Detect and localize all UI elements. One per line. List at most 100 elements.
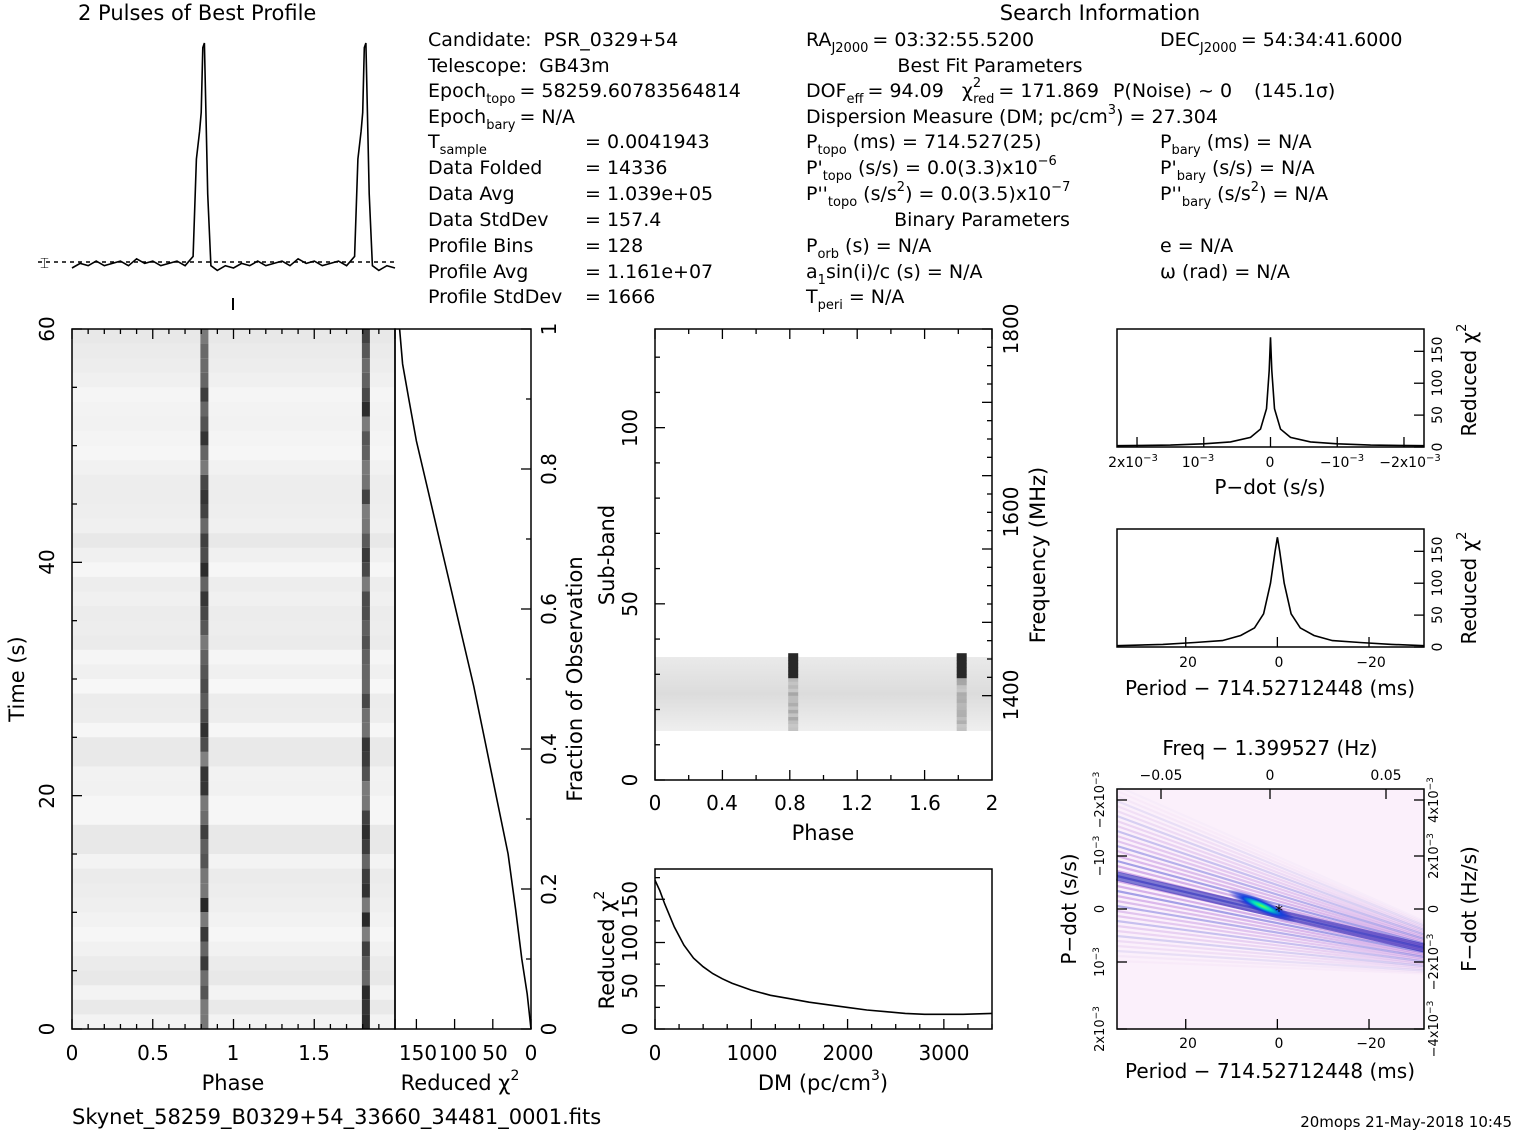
ppd-xlabel: Period − 714.52712448 (ms): [1125, 1059, 1415, 1083]
ppd-band: [1116, 949, 1425, 972]
svg-text:Data Avg: Data Avg: [428, 183, 515, 205]
sb-xtick-08: 0.8: [774, 791, 806, 815]
pd-ytick-100: 100: [1430, 370, 1446, 397]
svg-text:= 157.4: = 157.4: [585, 209, 661, 231]
tp-row: [72, 620, 395, 636]
tp-pulse-cell: [200, 606, 209, 622]
tp-row: [72, 606, 395, 622]
sb-pulse-cell: [788, 663, 799, 668]
svg-text:Dispersion Measure (DM; pc/cm3: Dispersion Measure (DM; pc/cm3) = 27.304: [806, 103, 1218, 128]
svg-text:Porb(s) = N/A: Porb (s) = N/A: [806, 235, 931, 262]
sb-pulse-cell: [956, 706, 967, 710]
ppd-band: [1116, 904, 1425, 959]
sb-pulse-cell: [956, 681, 967, 686]
sb-xtick-04: 0.4: [706, 791, 738, 815]
cf-xtick-50: 50: [482, 1041, 507, 1065]
tp-pulse-cell: [200, 722, 209, 738]
sb-ytick-0: 0: [618, 774, 642, 787]
tp-row: [72, 343, 395, 359]
tp-pulse-cell: [200, 518, 209, 534]
svg-text:Candidate:PSR_0329+54: Candidate: PSR_0329+54: [428, 29, 678, 51]
tp-pulse-cell: [200, 489, 209, 505]
pr-ytick-150: 150: [1430, 537, 1446, 564]
period-curve: [1116, 537, 1425, 647]
tp-pulse-cell: [361, 664, 370, 680]
period-plot: 20 0 −20 Period − 714.52712448 (ms) 0 50…: [1116, 528, 1481, 700]
tp-pulse-cell: [361, 766, 370, 782]
sb-pulse-cell: [788, 723, 799, 728]
sb-pulse-cell: [956, 716, 967, 721]
ppd-band: [1116, 909, 1425, 960]
tp-pulse-cell: [200, 329, 209, 345]
tp-pulse-cell: [361, 795, 370, 811]
tp-pulse-cell: [200, 751, 209, 767]
cf-ytick-02: 0.2: [537, 873, 561, 905]
tp-pulse-cell: [361, 722, 370, 738]
tp-pulse-cell: [361, 576, 370, 592]
tp-row: [72, 533, 395, 549]
tp-pulse-cell: [361, 693, 370, 709]
svg-text:Data Folded: Data Folded: [428, 157, 542, 179]
tp-pulse-cell: [361, 387, 370, 403]
tp-row: [72, 810, 395, 826]
svg-text:a1sin(i)/c (s) = N/A: a1sin(i)/c (s) = N/A: [806, 261, 982, 288]
pr-ylabel: Reduced χ2: [1455, 532, 1481, 645]
sb-pulse-cell: [788, 709, 799, 714]
ppd-ytick-2e-3: 2x10−3: [1092, 1006, 1108, 1052]
dm-xlabel: DM (pc/cm3): [758, 1068, 888, 1095]
period-pdot-plot: * Freq − 1.399527 (Hz) −0.05 0 0.05 20 0…: [1057, 736, 1481, 1083]
pr-ytick-100: 100: [1430, 570, 1446, 597]
tp-pulse-cell: [200, 387, 209, 403]
tp-row: [72, 883, 395, 899]
sb-pulse-cell: [788, 674, 799, 679]
tp-pulse-cell: [361, 868, 370, 884]
tp-pulse-cell: [361, 839, 370, 855]
tp-pulse-cell: [361, 810, 370, 826]
sb-pulse-cell: [788, 716, 799, 721]
tp-pulse-cell: [200, 941, 209, 957]
tp-pulse-cell: [200, 504, 209, 520]
tp-row: [72, 956, 395, 972]
svg-text:*: *: [1275, 901, 1283, 920]
svg-text:Ptopo(ms) = 714.527(25): Ptopo (ms) = 714.527(25): [806, 131, 1042, 158]
tp-pulse-cell: [200, 737, 209, 753]
svg-text:Profile Bins: Profile Bins: [428, 235, 533, 257]
tp-pulse-cell: [361, 431, 370, 447]
dm-ytick-150: 150: [618, 881, 642, 919]
tp-pulse-cell: [361, 489, 370, 505]
sb-pulse-cell: [788, 691, 799, 696]
tp-pulse-cell: [361, 343, 370, 359]
dm-xtick-3000: 3000: [919, 1041, 970, 1065]
tp-pulse-cell: [200, 999, 209, 1015]
sb-pulse-cell: [956, 727, 967, 731]
tp-pulse-cell: [200, 547, 209, 563]
svg-text:= 128: = 128: [585, 235, 643, 257]
sb-xlabel: Phase: [792, 821, 855, 845]
tp-pulse-cell: [200, 620, 209, 636]
tp-pulse-cell: [361, 781, 370, 797]
cf-xtick-0: 0: [525, 1041, 538, 1065]
tp-row: [72, 358, 395, 374]
sb-ytick-50: 50: [618, 591, 642, 616]
tp-pulse-cell: [361, 970, 370, 986]
tp-pulse-cell: [200, 839, 209, 855]
sb-pulse-cell: [788, 699, 799, 703]
sb-pulse-cell: [788, 653, 799, 658]
ppd-xtick-20: 20: [1179, 1036, 1197, 1052]
cf-xtick-150: 150: [399, 1041, 437, 1065]
sb-ylabel: Sub-band: [595, 505, 619, 605]
footer-stamp: 20mops 21-May-2018 10:45: [1300, 1113, 1512, 1131]
sb-pulse-cell: [956, 695, 967, 700]
ppd-band: [1116, 839, 1425, 939]
sb-pulse-cell: [956, 656, 967, 661]
dm-xtick-1000: 1000: [727, 1041, 778, 1065]
tp-xtick-0: 0: [66, 1041, 79, 1065]
candidate-info: Candidate: PSR_0329+54 Telescope: GB43m Ep…: [427, 29, 741, 308]
tp-pulse-cell: [361, 518, 370, 534]
tp-pulse-cell: [200, 372, 209, 388]
ppd-ytick-m1e-3: −10−3: [1092, 836, 1108, 877]
tp-pulse-cell: [200, 883, 209, 899]
tp-ytick-40: 40: [35, 549, 59, 574]
sb-pulse-cell: [956, 720, 967, 724]
